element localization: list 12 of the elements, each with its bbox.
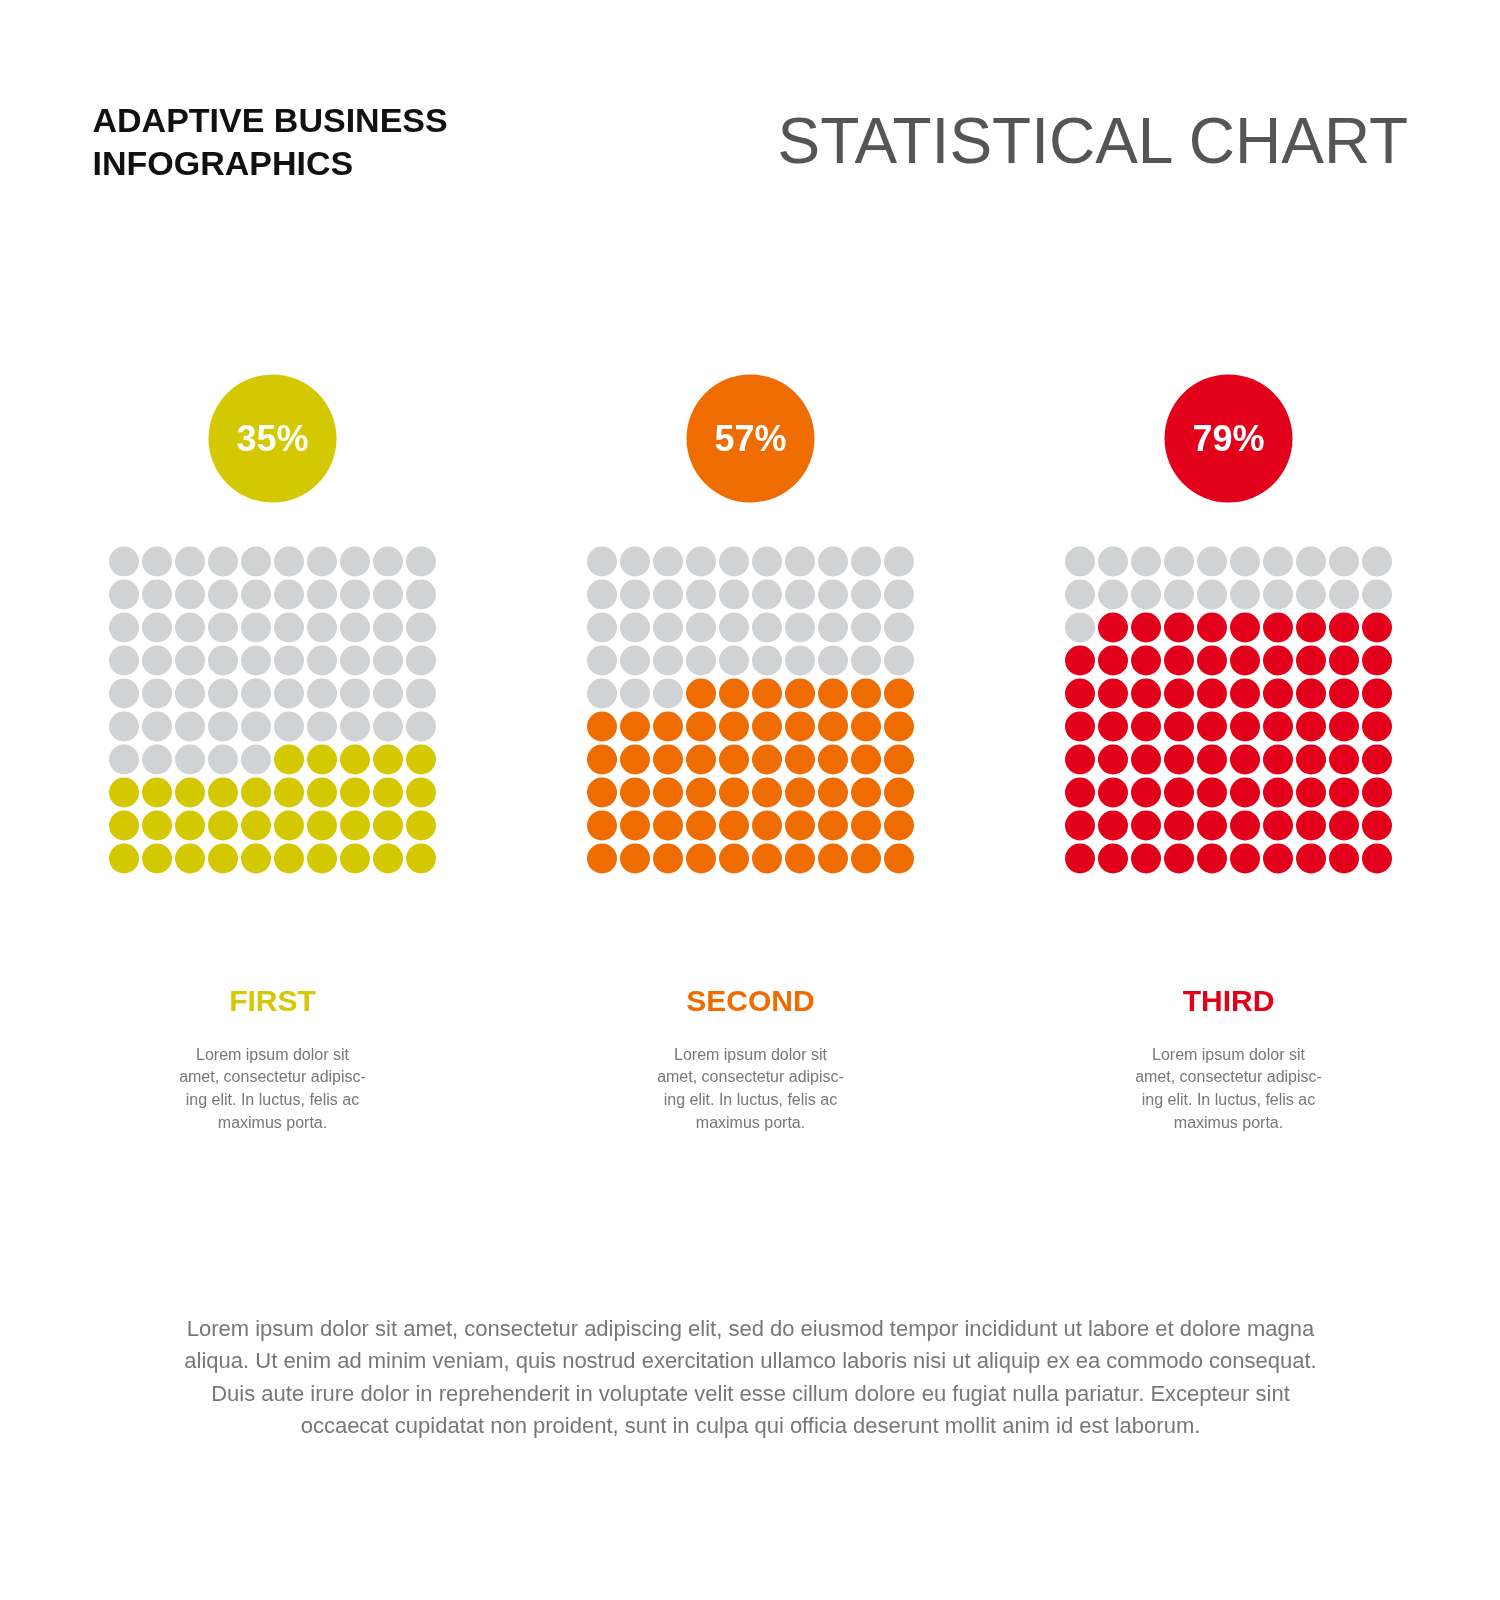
data-label: 79% (1192, 418, 1265, 459)
text: Lorem ipsum dolor sit amet, consectetur adipiscing elit, sed do eiusmod tempor incididunt ut labore et dolore magna aliqua. Ut enim ad minim veniam, quis nostrud exercitation ullamco laboris nisi ut aliquip ex ea commodo consequat. Duis aute irure dolor in reprehenderit in voluptate velit esse cillum dolore eu fugiat nulla pariatur. Excepteur sint occaecat cupidatat non proident, sunt in culpa qui officia deserunt mollit anim id est laborum. (184, 1315, 1317, 1438)
text: Lorem ipsum dolor sit amet, consectetur adipisc- ing elit. In luctus, felis ac maximus porta. (179, 1045, 366, 1132)
text: STATISTICAL CHART (777, 104, 1409, 177)
text: Lorem ipsum dolor sit amet, consectetur adipisc- ing elit. In luctus, felis ac maximus porta. (657, 1045, 844, 1132)
text: Lorem ipsum dolor sit amet, consectetur adipisc- ing elit. In luctus, felis ac maximus porta. (1135, 1045, 1322, 1132)
text: THIRD (1182, 984, 1275, 1017)
text: FIRST (229, 984, 316, 1017)
text: SECOND (686, 984, 815, 1017)
text: ADAPTIVE BUSINESS INFOGRAPHICS (92, 100, 448, 183)
data-label: 57% (714, 418, 787, 459)
data-label: 35% (236, 418, 309, 459)
